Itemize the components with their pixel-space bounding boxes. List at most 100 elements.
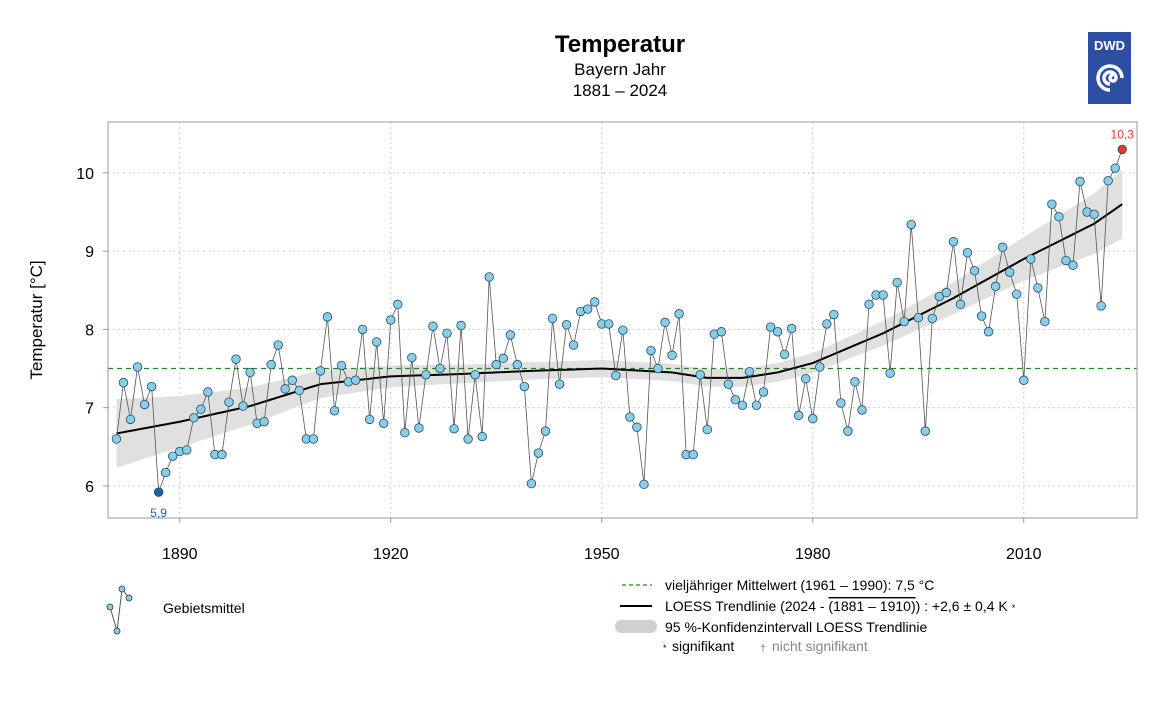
data-point <box>540 426 551 436</box>
data-point <box>1026 254 1036 264</box>
plot-frame <box>107 121 1138 519</box>
legend-trend-label: LOESS Trendlinie (2024 - (1881 – 1910)) … <box>665 598 1016 614</box>
data-point <box>611 370 621 381</box>
data-point <box>315 366 326 376</box>
data-point <box>245 367 255 378</box>
data-point <box>168 451 178 461</box>
data-point <box>737 400 748 411</box>
data-point <box>997 242 1008 252</box>
data-point <box>533 448 544 458</box>
data-point <box>906 219 916 230</box>
data-point <box>836 398 846 408</box>
data-point <box>470 370 480 380</box>
data-point <box>962 247 973 258</box>
sig-mark: * <box>663 643 667 653</box>
sig-label: signifikant <box>672 638 734 654</box>
data-point <box>604 319 614 329</box>
data-point <box>238 401 248 411</box>
y-tick-label: 10 <box>76 166 94 183</box>
legend-significance: * signifikant † nicht signifikant <box>663 638 868 655</box>
data-point <box>477 431 487 442</box>
data-point <box>111 434 122 444</box>
data-point <box>379 418 389 429</box>
data-point <box>428 321 438 331</box>
data-point <box>716 327 727 337</box>
data-point <box>618 325 628 335</box>
chart-period: 1881 – 2024 <box>573 81 668 100</box>
data-point <box>850 377 860 387</box>
legend-trend: LOESS Trendlinie (2024 - (1881 – 1910)) … <box>620 598 1016 614</box>
data-point <box>969 265 980 276</box>
data-point <box>646 345 656 356</box>
data-point <box>1089 209 1099 220</box>
data-point <box>955 299 966 310</box>
legend-series: Gebietsmittel <box>106 585 245 635</box>
data-point <box>308 434 319 444</box>
data-point <box>146 381 157 392</box>
data-point <box>189 413 199 423</box>
data-point <box>414 423 424 433</box>
data-point <box>1040 316 1050 327</box>
legend-mean: vieljähriger Mittelwert (1961 – 1990): 7… <box>622 577 934 593</box>
data-point <box>118 377 129 388</box>
data-point <box>913 312 923 323</box>
data-point <box>336 360 347 371</box>
data-point <box>815 362 825 372</box>
dwd-logo: DWD <box>1088 32 1131 104</box>
data-point <box>491 359 501 370</box>
data-point <box>864 299 874 310</box>
y-tick-label: 7 <box>85 401 94 418</box>
data-point <box>160 467 171 478</box>
data-point <box>801 373 811 384</box>
series-line <box>116 149 1123 493</box>
max-annotation: 10,3 <box>1111 127 1135 141</box>
legend-series-label: Gebietsmittel <box>163 600 245 616</box>
data-point <box>793 410 804 421</box>
data-point <box>266 359 276 370</box>
data-point <box>463 434 473 444</box>
legend-trend-prefix: LOESS Trendlinie (2024 - <box>665 598 828 614</box>
y-tick-label: 6 <box>85 479 94 496</box>
legend-ci-label: 95 %-Konfidenzintervall LOESS Trendlinie <box>665 619 927 635</box>
data-point <box>1019 375 1029 385</box>
data-point <box>723 379 734 389</box>
data-point <box>765 322 776 332</box>
x-tick-label: 1950 <box>584 546 620 563</box>
data-point <box>941 287 952 298</box>
data-point <box>449 424 459 434</box>
data-point <box>730 395 741 405</box>
data-point <box>139 399 150 410</box>
data-point <box>702 424 712 435</box>
data-point <box>196 404 206 414</box>
data-point <box>976 311 987 321</box>
data-point <box>1047 199 1057 209</box>
data-point <box>751 400 762 411</box>
data-point <box>203 387 213 397</box>
data-point <box>519 381 530 392</box>
chart-subtitle: Bayern Jahr <box>574 60 666 79</box>
data-point <box>294 385 305 396</box>
data-point <box>407 352 417 363</box>
data-point <box>1117 144 1127 155</box>
data-point <box>456 320 466 331</box>
data-point <box>125 414 136 425</box>
legend-trend-suffix: ) : +2,6 ± 0,4 K <box>916 598 1009 614</box>
data-point <box>217 449 227 460</box>
data-point <box>653 363 663 374</box>
data-point <box>568 340 579 350</box>
data-point <box>822 319 832 329</box>
x-tick-label: 2010 <box>1006 546 1042 563</box>
data-point <box>786 323 797 334</box>
data-point <box>393 299 403 310</box>
legend-trend-sig: * <box>1012 603 1016 613</box>
data-point <box>843 426 853 436</box>
nonsig-mark: † <box>760 643 766 655</box>
data-point <box>364 414 375 425</box>
data-point <box>1012 289 1022 299</box>
min-annotation: 5,9 <box>150 506 167 520</box>
x-tick-label: 1980 <box>795 546 831 563</box>
dwd-logo-text: DWD <box>1094 38 1125 53</box>
data-point <box>224 397 234 407</box>
data-point <box>1068 260 1078 270</box>
data-point <box>892 277 902 288</box>
